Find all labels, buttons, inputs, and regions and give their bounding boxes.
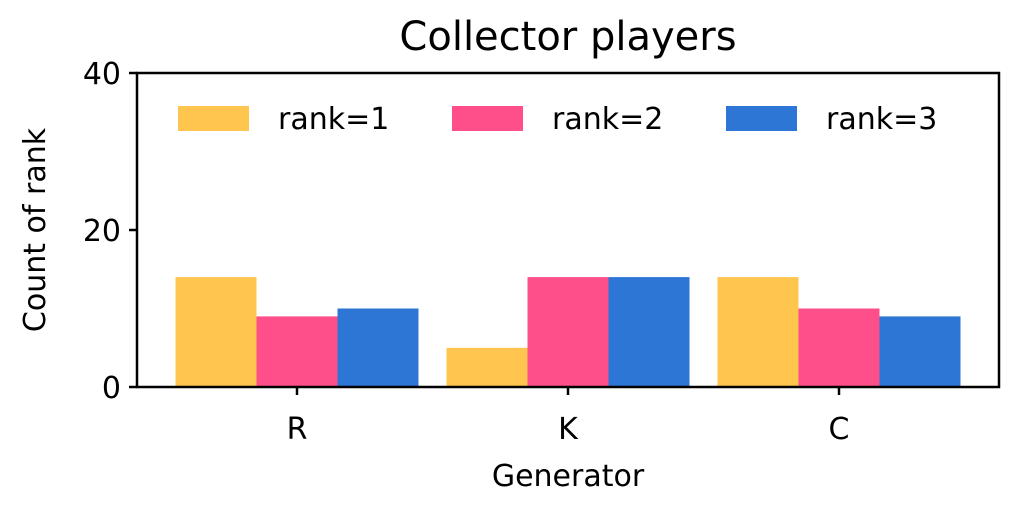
bar-rank-2-k: [527, 277, 609, 387]
y-axis-label: Count of rank: [18, 127, 53, 332]
x-axis-label: Generator: [492, 459, 645, 494]
y-tick-label: 40: [83, 57, 121, 92]
bar-rank-3-c: [879, 316, 961, 387]
legend-swatch: [726, 106, 797, 131]
bar-rank-3-k: [608, 277, 690, 387]
bar-rank-1-r: [175, 277, 257, 387]
bars-layer: [175, 277, 961, 388]
bar-rank-1-k: [446, 347, 528, 388]
x-tick-label: C: [829, 412, 850, 447]
legend: rank=1 rank=2 rank=3: [178, 102, 937, 137]
legend-label: rank=2: [552, 102, 663, 137]
x-tick-label: K: [558, 412, 579, 447]
legend-swatch: [178, 106, 249, 131]
bar-rank-3-r: [337, 308, 419, 387]
y-tick-label: 0: [102, 371, 121, 406]
axes-layer: 0 20 40 R K C: [83, 57, 1001, 447]
legend-swatch: [452, 106, 523, 131]
y-tick-label: 20: [83, 214, 121, 249]
legend-label: rank=1: [278, 102, 389, 137]
x-tick-label: R: [287, 412, 308, 447]
bar-rank-2-r: [256, 316, 338, 387]
bar-rank-2-c: [798, 308, 880, 387]
bar-rank-1-c: [717, 277, 799, 387]
chart-title: Collector players: [399, 14, 736, 60]
legend-label: rank=3: [826, 102, 937, 137]
